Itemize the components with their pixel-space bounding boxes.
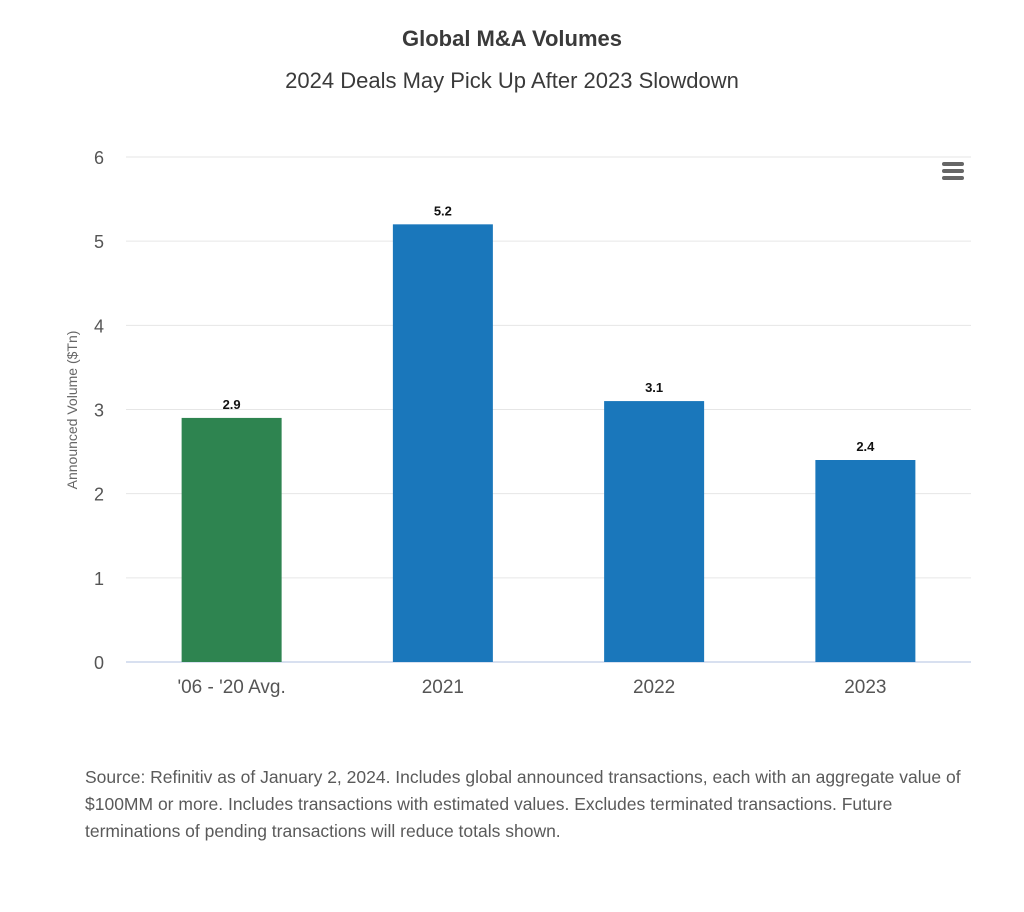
bar[interactable] (815, 460, 916, 662)
hamburger-menu-icon (940, 162, 970, 180)
y-tick-label: 5 (94, 232, 104, 252)
x-tick-label: 2021 (422, 677, 464, 698)
bar[interactable] (604, 401, 705, 662)
bars (181, 224, 916, 663)
y-tick-label: 1 (94, 569, 104, 589)
chart-title: Global M&A Volumes (401, 26, 623, 51)
y-tick-label: 2 (94, 485, 104, 505)
bar[interactable] (181, 417, 282, 662)
x-tick-label: 2023 (844, 677, 886, 698)
data-label: 5.2 (434, 203, 452, 218)
y-tick-label: 6 (94, 148, 104, 168)
bar-chart: 0 1 2 3 4 5 6 2.9 5.2 3.1 2.4 '06 - '20 Avg. 2021 2… (64, 148, 971, 698)
y-tick-label: 3 (94, 401, 104, 421)
y-axis-label: Announced Volume ($Tn) (64, 331, 80, 490)
y-tick-label: 4 (94, 316, 104, 336)
chart-subtitle: 2024 Deals May Pick Up After 2023 Slowdo… (285, 68, 739, 93)
y-tick-label: 0 (94, 653, 104, 673)
data-label: 2.4 (856, 439, 875, 454)
source-note: Source: Refinitiv as of January 2, 2024.… (85, 767, 961, 841)
chart-menu-button[interactable] (940, 162, 970, 186)
x-tick-label: 2022 (633, 677, 675, 698)
data-label: 3.1 (645, 380, 663, 395)
x-axis-ticks: '06 - '20 Avg. 2021 2022 2023 (177, 677, 886, 698)
y-axis-ticks: 0 1 2 3 4 5 6 (94, 148, 104, 673)
x-tick-label: '06 - '20 Avg. (177, 677, 285, 698)
data-label: 2.9 (223, 397, 241, 412)
data-labels: 2.9 5.2 3.1 2.4 (223, 203, 876, 454)
bar[interactable] (392, 224, 493, 663)
